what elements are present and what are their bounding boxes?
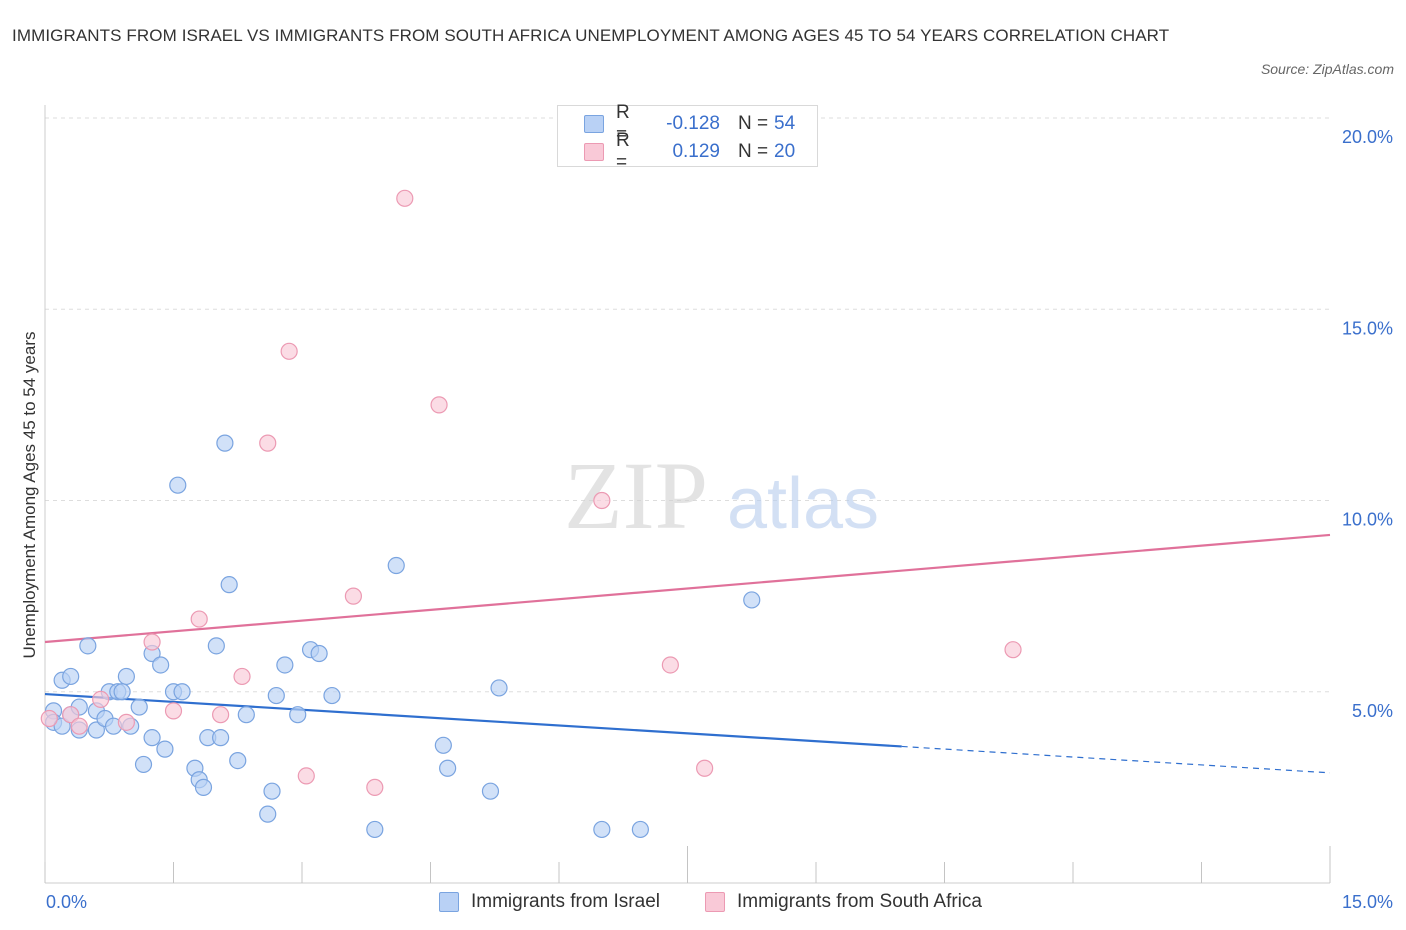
south-africa-point <box>1004 641 1022 659</box>
legend-swatch-israel <box>439 892 459 912</box>
chart-title: IMMIGRANTS FROM ISRAEL VS IMMIGRANTS FRO… <box>12 26 1170 45</box>
israel-point <box>216 434 234 452</box>
israel-point <box>152 656 170 674</box>
israel-point <box>62 667 80 686</box>
israel-point <box>130 698 148 716</box>
legend-swatch-south-africa <box>705 892 725 912</box>
israel-point <box>631 820 649 839</box>
legend-n-value: 54 <box>774 113 796 134</box>
legend-label-south-africa: Immigrants from South Africa <box>737 891 982 912</box>
israel-point <box>366 820 384 839</box>
south-africa-point <box>280 342 298 360</box>
israel-point <box>743 591 761 609</box>
israel-point <box>490 679 508 697</box>
south-africa-point <box>92 690 110 709</box>
israel-point <box>237 706 255 724</box>
south-africa-point <box>117 713 135 731</box>
south-africa-point <box>696 759 714 777</box>
south-africa-trend-line <box>44 533 1331 644</box>
israel-point <box>276 656 294 674</box>
legend-row-south-africa: R = 0.129 N = 20 <box>584 130 796 173</box>
south-africa-point <box>297 767 315 785</box>
y-axis-label: Unemployment Among Ages 45 to 54 years <box>20 331 39 659</box>
legend-swatch-south-africa <box>584 143 604 161</box>
bottom-legend-south-africa[interactable]: Immigrants from South Africa <box>705 888 982 916</box>
israel-point <box>434 736 452 754</box>
y-tick-label: 20.0% <box>1342 127 1393 147</box>
israel-point <box>156 740 174 758</box>
watermark-zip: ZIP <box>564 442 708 549</box>
x-tick-label: 15.0% <box>1342 892 1393 912</box>
israel-point <box>194 778 213 796</box>
south-africa-point <box>233 667 251 686</box>
israel-point <box>289 706 307 724</box>
south-africa-point <box>259 434 277 452</box>
south-africa-point <box>190 610 208 628</box>
legend-r-value: -0.128 <box>666 113 720 134</box>
israel-point <box>593 820 611 839</box>
legend-n-label: N = <box>738 141 769 162</box>
legend-r-label: R = <box>616 130 630 173</box>
south-africa-point <box>70 717 88 735</box>
south-africa-point <box>143 633 161 651</box>
watermark-atlas: atlas <box>727 464 879 544</box>
israel-point <box>173 683 191 701</box>
legend-label-israel: Immigrants from Israel <box>471 891 660 912</box>
legend-row-israel: R = -0.128 N = 54 <box>584 102 796 145</box>
south-africa-point <box>593 491 611 510</box>
south-africa-point <box>40 709 58 728</box>
x-tick-label: 0.0% <box>46 892 87 912</box>
source-note: Source: ZipAtlas.com <box>1260 61 1394 77</box>
legend-n-label: N = <box>738 113 769 134</box>
south-africa-point <box>396 189 414 207</box>
israel-point <box>259 805 277 823</box>
israel-point <box>323 686 341 705</box>
israel-point <box>207 637 225 655</box>
legend-swatch-israel <box>584 115 604 133</box>
israel-point <box>387 556 405 575</box>
south-africa-point <box>661 656 679 674</box>
israel-trend-extrapolated <box>901 745 1331 774</box>
south-africa-point <box>366 778 384 796</box>
israel-point <box>310 644 328 663</box>
legend-n-value: 20 <box>774 141 796 162</box>
legend-r-value: 0.129 <box>672 141 720 162</box>
israel-point <box>220 576 238 594</box>
israel-point <box>212 729 230 747</box>
israel-point <box>134 755 153 774</box>
israel-point <box>143 729 161 747</box>
correlation-legend: R = -0.128 N = 54 R = 0.129 N = 20 <box>557 102 818 173</box>
israel-trend-line <box>44 692 902 748</box>
israel-point <box>117 667 135 686</box>
south-africa-point <box>62 706 80 724</box>
y-tick-label: 5.0% <box>1352 701 1393 721</box>
israel-point <box>169 476 187 494</box>
south-africa-point <box>212 706 230 724</box>
israel-point <box>79 637 97 655</box>
israel-point <box>267 686 285 705</box>
israel-point <box>113 683 131 701</box>
israel-point <box>87 721 106 739</box>
israel-point <box>229 751 247 770</box>
south-africa-point <box>430 396 448 414</box>
south-africa-point <box>344 587 362 605</box>
south-africa-point <box>164 702 183 720</box>
israel-point <box>481 782 500 800</box>
y-tick-label: 15.0% <box>1342 318 1393 338</box>
israel-point <box>53 717 71 735</box>
bottom-legend-israel[interactable]: Immigrants from Israel <box>439 888 660 916</box>
legend-r-label: R = <box>616 102 630 145</box>
israel-point <box>263 782 281 800</box>
israel-point <box>439 759 457 777</box>
y-tick-label: 10.0% <box>1342 510 1393 530</box>
